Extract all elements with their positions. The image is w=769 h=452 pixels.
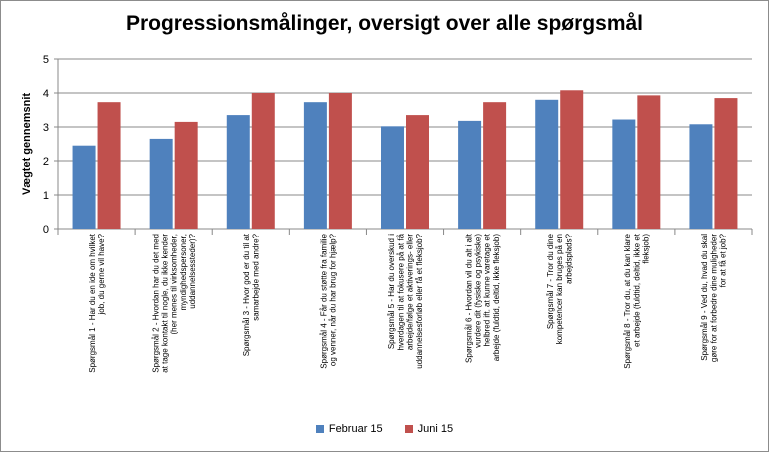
x-category-label: (her menes til virksomheder, [170,234,179,334]
bar-1-9 [689,124,713,229]
y-tick-label: 3 [43,122,49,134]
bar-1-8 [612,119,636,229]
x-category-label: helbred ift. at kunne varetage et [483,233,492,346]
y-tick-label: 2 [43,156,49,168]
x-category-label: Spørgsmål 6 - Hvordan vil du alt i alt [464,233,473,363]
bar-2-4 [328,93,352,229]
x-category-label: Spørgsmål 3 - Hvor god er du til at [242,233,251,356]
x-category-label: Spørgsmål 2 - Hvordan har du det med [151,234,160,373]
bar-1-1 [72,145,96,229]
bar-1-6 [458,120,482,229]
chart-title: Progressionsmålinger, oversigt over alle… [125,12,644,35]
bar-2-2 [174,121,198,229]
x-category-label: Spørgsmål 1 - Har du en ide om hvilket [88,233,97,373]
bar-2-1 [97,102,121,229]
legend-item-series-2: Juni 15 [404,423,454,435]
x-category-label: Spørgsmål 9 - Ved du, hvad du skal [700,234,709,361]
y-tick-label: 0 [43,224,49,236]
bar-2-8 [637,95,661,229]
x-category-label: vurdere dit (fysiske og psykiske) [474,234,483,348]
bar-1-2 [149,138,173,229]
x-category-label: for at få et job? [719,233,728,287]
legend-swatch-series-1 [315,425,324,433]
x-category-label: kompetencer kan bruges på en [555,234,564,344]
x-category-label: gøre for at forbedre dine muligheder [709,234,718,362]
x-category-label: hverdagen til at fokusere på at få [396,233,405,350]
x-category-label: fleksjob) [642,234,651,264]
x-category-label: Spørgsmål 8 - Tror du, at du kan klare [623,233,632,368]
legend-label-series-2: Juni 15 [417,423,454,435]
x-category-label: samarbejde med andre? [251,233,260,320]
x-category-label: Spørgsmål 4 - Får du støtte fra familie [319,233,328,368]
bar-1-4 [303,102,327,229]
y-tick-label: 5 [43,54,49,66]
bar-2-7 [560,90,584,229]
bar-2-3 [251,93,275,229]
x-category-label: arbejdsplads? [564,233,573,283]
x-category-label: Spørgsmål 7 - Tror du dine [546,233,555,329]
bar-2-6 [483,102,507,229]
bar-1-7 [535,99,559,229]
x-category-label: uddannelsesforløb eller få et fleksjob? [415,233,424,368]
x-category-label: arbejde (fuldtid, deltid, ikke fleksjob) [492,234,501,362]
y-tick-label: 4 [43,88,49,100]
x-category-label: et arbejde (fuldtid, deltid, ikke et [632,233,641,347]
bar-1-5 [381,126,404,229]
bar-2-9 [714,98,738,229]
y-tick-label: 1 [43,190,49,202]
x-category-label: uddannelsessteder)? [188,233,197,308]
x-category-label: og venner, når du har brug for hjælp? [329,233,338,366]
x-category-label: job, du gerne vil have? [97,233,106,315]
y-axis-label: Vægtet gennemsnit [21,93,33,195]
legend: Februar 15 Juni 15 [0,423,769,435]
x-category-label: Spørgsmål 5 - Har du overskud i [387,234,396,349]
x-category-label: myndighedspersoner, [179,234,188,311]
x-category-label: at tage kontakt til nogle, du ikke kende… [161,234,170,373]
legend-swatch-series-2 [404,425,413,433]
bar-1-3 [226,115,250,229]
legend-label-series-1: Februar 15 [328,423,383,435]
legend-item-series-1: Februar 15 [315,423,383,435]
bar-2-5 [406,115,429,229]
x-category-label: arbejde/følge et aktiverings- eller [406,234,415,350]
